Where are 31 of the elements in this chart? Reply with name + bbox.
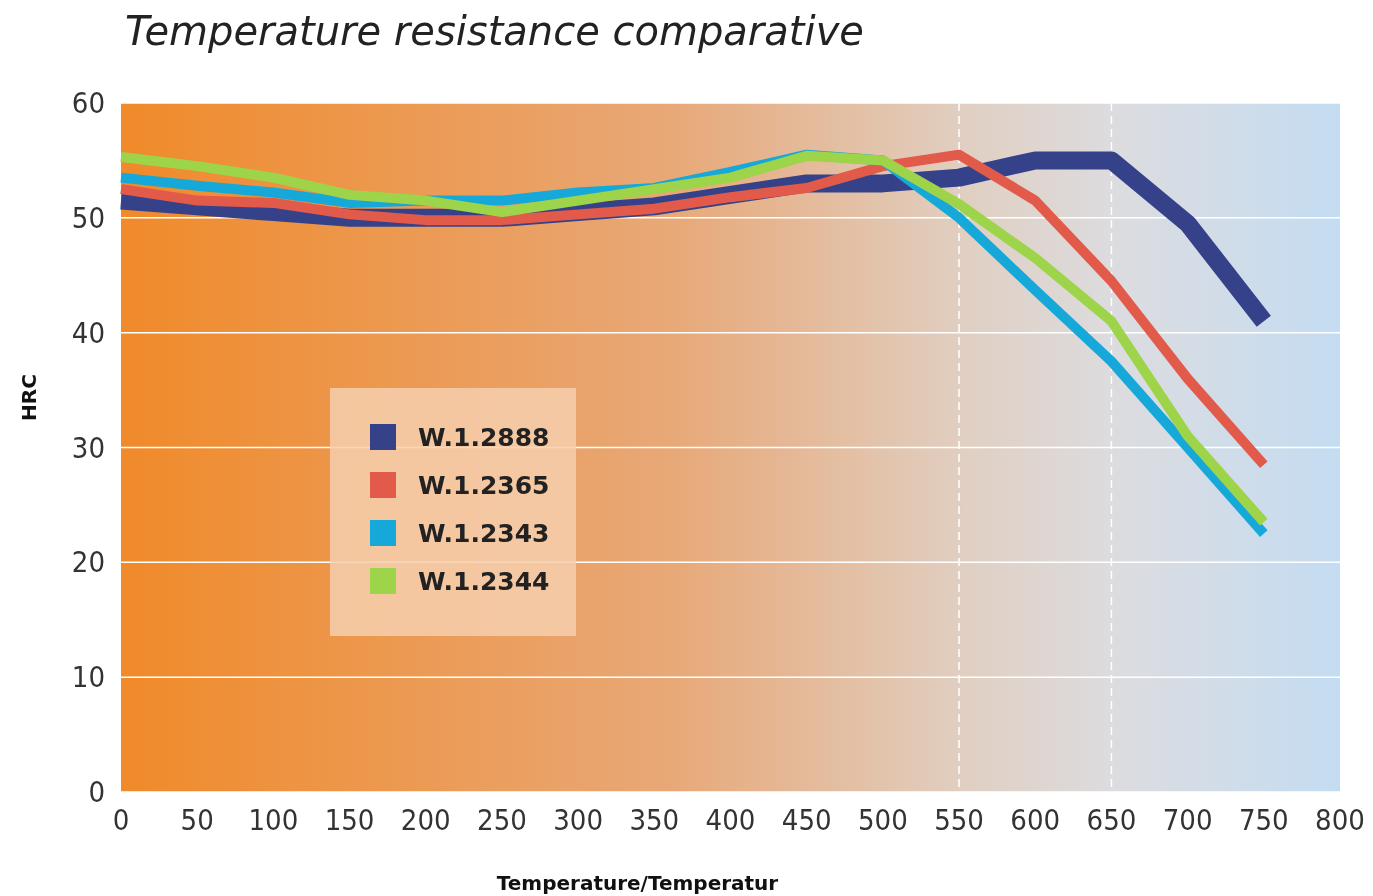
- x-tick-label: 500: [857, 803, 908, 837]
- y-tick-label: 40: [71, 315, 105, 350]
- y-axis-title: HRC: [17, 374, 41, 421]
- chart-title: Temperature resistance comparative: [125, 8, 864, 54]
- x-tick-label: 550: [934, 803, 984, 837]
- x-tick-label: 300: [553, 803, 604, 837]
- y-tick-label: 60: [71, 86, 105, 120]
- x-tick-label: 800: [1315, 803, 1365, 837]
- legend-label: W.1.2344: [418, 567, 550, 596]
- y-tick-label: 30: [71, 430, 105, 465]
- x-tick-label: 700: [1162, 803, 1213, 837]
- x-tick-label: 0: [112, 803, 130, 837]
- legend-label: W.1.2888: [418, 423, 550, 452]
- x-tick-label: 400: [705, 803, 756, 837]
- y-tick-label: 50: [71, 200, 105, 235]
- y-tick-label: 20: [71, 545, 105, 580]
- x-tick-label: 150: [324, 803, 375, 837]
- y-tick-label: 10: [71, 660, 105, 695]
- legend-label: W.1.2365: [418, 471, 550, 500]
- x-axis-title: Temperature/Temperatur: [496, 871, 779, 895]
- x-tick-label: 750: [1238, 803, 1289, 837]
- x-tick-label: 350: [629, 803, 680, 837]
- legend-label: W.1.2343: [418, 519, 550, 548]
- x-tick-label: 50: [180, 803, 214, 837]
- y-tick-label: 0: [88, 775, 105, 809]
- x-tick-label: 200: [400, 803, 451, 837]
- x-tick-label: 600: [1010, 803, 1061, 837]
- x-tick-label: 450: [781, 803, 832, 837]
- x-tick-label: 650: [1086, 803, 1137, 837]
- x-tick-label: 250: [477, 803, 527, 837]
- x-tick-label: 100: [248, 803, 299, 837]
